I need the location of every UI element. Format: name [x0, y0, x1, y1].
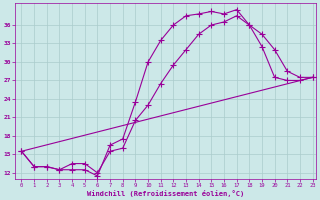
X-axis label: Windchill (Refroidissement éolien,°C): Windchill (Refroidissement éolien,°C)	[87, 190, 244, 197]
